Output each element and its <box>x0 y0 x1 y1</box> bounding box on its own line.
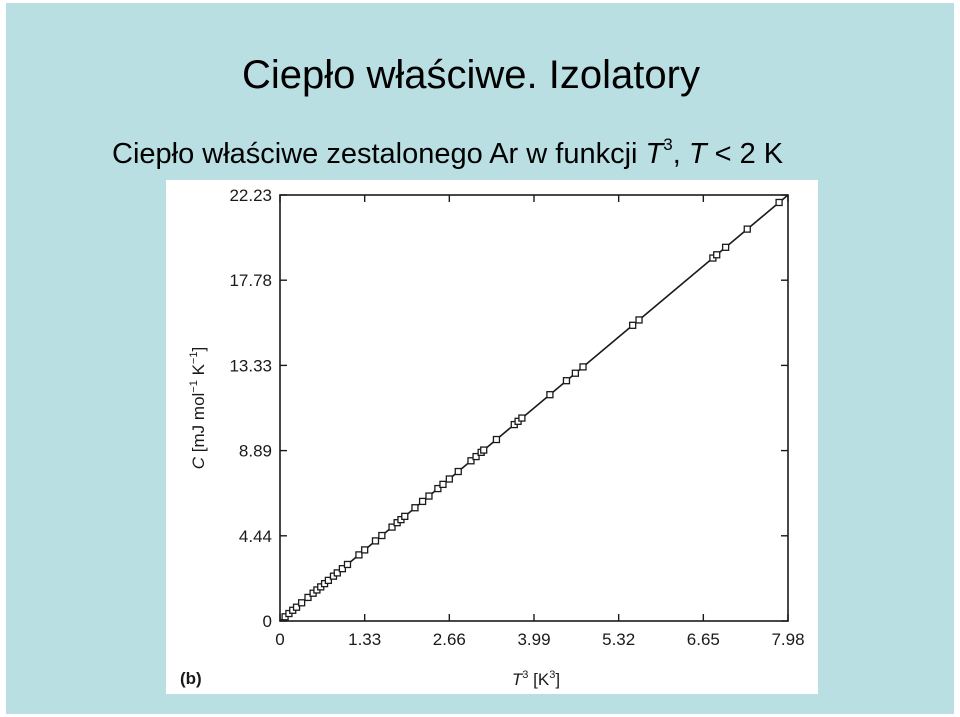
panel-label: (b) <box>180 669 202 688</box>
data-point <box>472 452 480 461</box>
x-tick-label: 3.99 <box>517 630 550 649</box>
data-point <box>378 531 386 540</box>
data-point <box>445 475 453 483</box>
data-point <box>439 480 447 489</box>
data-points <box>281 198 783 621</box>
data-point <box>333 569 341 577</box>
data-point <box>454 467 462 476</box>
data-point <box>579 363 587 371</box>
chart-image: 0 4.44 8.89 13.33 17.78 22.23 0 1.33 2.66 3.99 5.… <box>166 180 818 694</box>
subtitle-exponent: 3 <box>663 135 673 154</box>
x-axis-ticks: 0 1.33 2.66 3.99 5.32 6.65 7.98 <box>275 195 805 649</box>
y-tick-label: 17.78 <box>229 271 272 290</box>
data-point <box>713 251 721 259</box>
slide-title: Ciepło właściwe. Izolatory <box>242 53 700 97</box>
data-point <box>546 391 554 399</box>
subtitle-variable-t: T <box>645 138 664 170</box>
subtitle-variable-t2: T <box>688 138 707 170</box>
data-point <box>425 492 433 500</box>
y-axis-ticks: 0 4.44 8.89 13.33 17.78 22.23 <box>229 186 788 631</box>
data-point <box>571 369 580 377</box>
x-tick-label: 0 <box>275 630 284 649</box>
data-point <box>338 565 347 573</box>
data-point <box>562 377 571 385</box>
data-point <box>434 484 442 493</box>
x-tick-label: 7.98 <box>771 630 804 649</box>
y-axis-label: C [mJ mol−1 K−1] <box>188 347 208 469</box>
specific-heat-chart: 0 4.44 8.89 13.33 17.78 22.23 0 1.33 2.66 3.99 5.… <box>180 186 805 689</box>
slide-subtitle: Ciepło właściwe zestalonego Ar w funkcji… <box>112 135 783 171</box>
data-point <box>355 551 363 559</box>
data-point <box>304 593 312 602</box>
x-tick-label: 6.65 <box>687 630 720 649</box>
data-point <box>401 512 409 521</box>
data-point <box>343 560 352 569</box>
data-point <box>518 414 526 422</box>
data-point <box>292 603 301 611</box>
data-point <box>635 316 643 324</box>
data-point <box>492 435 501 444</box>
data-point <box>418 497 427 506</box>
data-point <box>411 504 419 512</box>
data-point <box>721 243 730 251</box>
y-tick-label: 4.44 <box>239 527 272 546</box>
slide-background: Ciepło właściwe. Izolatory Ciepło właści… <box>6 3 954 714</box>
subtitle-condition: < 2 K <box>706 138 784 170</box>
data-point <box>324 576 333 585</box>
y-tick-label: 0 <box>263 612 272 631</box>
y-tick-label: 8.89 <box>239 442 272 461</box>
data-point <box>361 546 369 554</box>
data-point <box>775 198 783 207</box>
x-tick-label: 2.66 <box>433 630 466 649</box>
subtitle-prefix: Ciepło właściwe zestalonego Ar w funkcji <box>112 138 646 170</box>
y-tick-label: 22.23 <box>229 186 272 205</box>
data-point <box>297 599 306 607</box>
x-tick-label: 1.33 <box>348 630 381 649</box>
data-point <box>467 457 475 465</box>
data-point <box>629 321 637 329</box>
subtitle-separator: , <box>672 138 689 170</box>
data-point <box>371 537 380 545</box>
y-tick-label: 13.33 <box>229 356 272 375</box>
data-point <box>480 446 488 454</box>
data-point <box>388 523 396 531</box>
x-tick-label: 5.32 <box>602 630 635 649</box>
x-axis-label: T3 [K3] <box>512 669 560 689</box>
data-point <box>743 225 751 233</box>
